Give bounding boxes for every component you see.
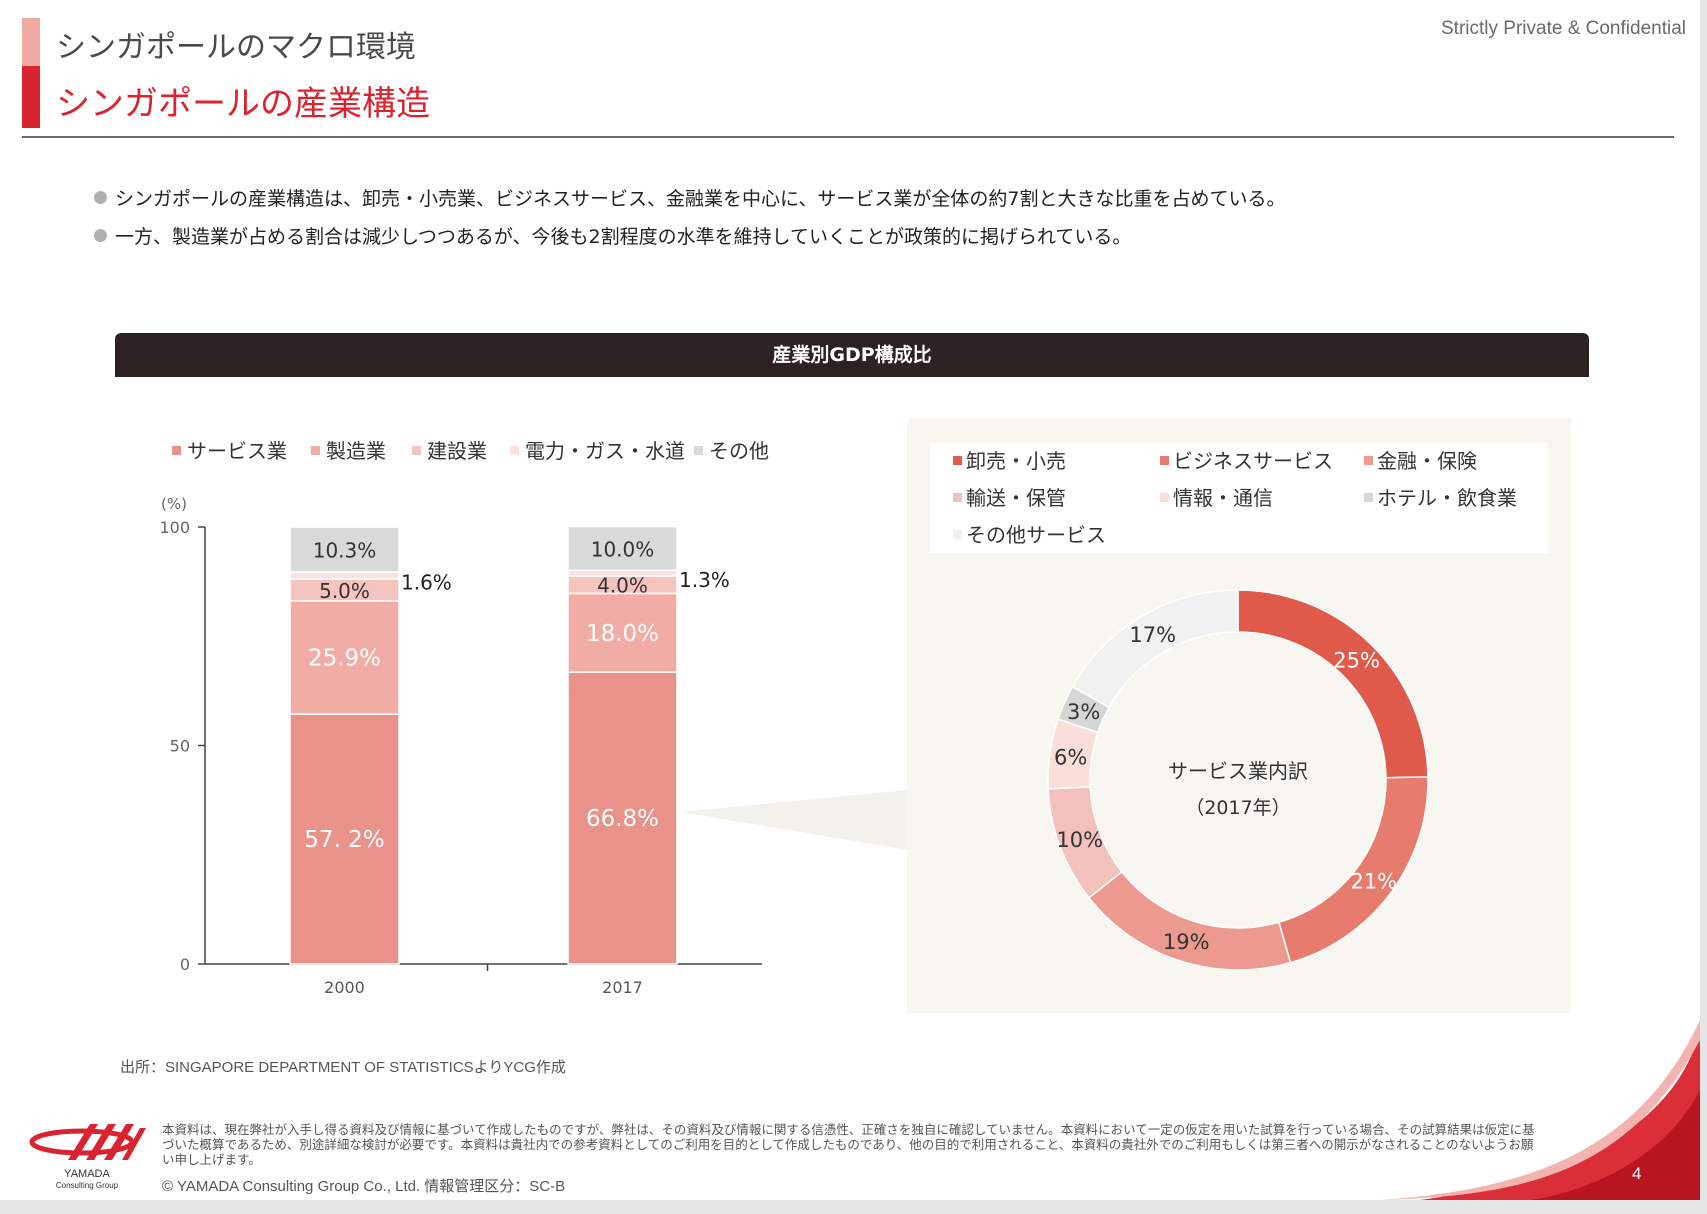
data-label: 4.0% (597, 574, 648, 598)
legend-label: 電力・ガス・水道 (525, 439, 685, 463)
donut-legend-swatch (953, 456, 962, 465)
donut-slice (1087, 870, 1292, 971)
legend-swatch (412, 446, 421, 455)
bar-segment (567, 525, 678, 572)
donut-legend-label: 金融・保険 (1377, 449, 1477, 473)
donut-legend-label: その他サービス (966, 523, 1106, 547)
y-tick-label: 50 (170, 737, 190, 756)
page-title: シンガポールの産業構造 (56, 84, 430, 124)
callout-wedge (681, 790, 907, 850)
donut-legend-swatch (1364, 456, 1373, 465)
confidential-label: Strictly Private & Confidential (1441, 18, 1686, 39)
donut-slice-label: 25% (1333, 649, 1380, 673)
legend-label: サービス業 (187, 439, 287, 463)
legend-label: その他 (709, 439, 769, 463)
legend-swatch (694, 446, 703, 455)
bar-segment (567, 569, 678, 577)
copyright-text: © YAMADA Consulting Group Co., Ltd. 情報管理… (162, 1178, 566, 1195)
data-label: 10.0% (591, 537, 655, 561)
y-tick-label: 100 (159, 518, 190, 537)
bar-segment (289, 526, 400, 573)
bullet-point: 一方、製造業が占める割合は減少しつつあるが、今後も2割程度の水準を維持していくこ… (94, 222, 1131, 249)
donut-slice-label: 21% (1350, 870, 1397, 894)
bullet-dot-icon (94, 229, 107, 242)
legend-label: 建設業 (427, 439, 487, 463)
donut-legend-label: 情報・通信 (1173, 486, 1273, 510)
data-label: 66.8% (586, 806, 659, 832)
x-tick-label: 2000 (324, 978, 365, 997)
bar-segment (289, 600, 400, 715)
data-label: 57. 2% (304, 827, 384, 853)
legend-swatch (311, 446, 320, 455)
donut-slice-label: 19% (1163, 930, 1210, 954)
logo-subname: Consulting Group (55, 1181, 119, 1190)
donut-legend-label: 輸送・保管 (966, 486, 1066, 510)
donut-legend-swatch (953, 493, 962, 502)
donut-slice-label: 17% (1129, 623, 1176, 647)
page-number: 4 (1632, 1164, 1642, 1183)
bar-segment (289, 571, 400, 580)
donut-legend-swatch (1160, 493, 1169, 502)
bar-segment (289, 713, 400, 965)
donut-slice (1237, 589, 1429, 779)
title-accent-light (22, 18, 40, 66)
donut-legend-box (930, 443, 1548, 553)
donut-legend-label: ホテル・飲食業 (1377, 486, 1517, 510)
donut-center-sublabel: （2017年） (1185, 797, 1290, 819)
yamada-logo-icon (29, 1124, 146, 1160)
logo-name: YAMADA (64, 1168, 110, 1180)
bullet-text: 一方、製造業が占める割合は減少しつつあるが、今後も2割程度の水準を維持していくこ… (115, 226, 1132, 248)
bullet-dot-icon (94, 191, 107, 204)
data-label: 18.0% (586, 621, 659, 647)
bullet-text: シンガポールの産業構造は、卸売・小売業、ビジネスサービス、金融業を中心に、サービ… (115, 188, 1286, 210)
bar-segment (567, 671, 678, 965)
title-accent-red (22, 66, 40, 128)
donut-slice-label: 3% (1067, 700, 1100, 724)
bullet-point: シンガポールの産業構造は、卸売・小売業、ビジネスサービス、金融業を中心に、サービ… (94, 184, 1286, 211)
disclaimer-text: 本資料は、現在弊社が入手し得る資料及び情報に基づいて作成したものですが、弊社は、… (162, 1122, 1535, 1167)
donut-legend-label: ビジネスサービス (1173, 449, 1333, 473)
chart-header: 産業別GDP構成比 (115, 333, 1589, 377)
title-divider (22, 136, 1674, 138)
data-label: 1.6% (401, 571, 452, 595)
legend-swatch (510, 446, 519, 455)
donut-legend-swatch (1160, 456, 1169, 465)
donut-slice (1071, 589, 1239, 709)
data-label: 10.3% (313, 539, 377, 563)
legend-label: 製造業 (326, 439, 386, 463)
data-label: 5.0% (319, 579, 370, 603)
x-tick-label: 2017 (602, 978, 643, 997)
donut-slice-label: 10% (1056, 828, 1103, 852)
y-axis-unit: (%) (161, 495, 187, 513)
data-label: 25.9% (308, 645, 381, 671)
donut-slice-label: 6% (1054, 745, 1087, 769)
bar-segment (567, 592, 678, 673)
donut-legend-swatch (953, 530, 962, 539)
source-note: 出所：SINGAPORE DEPARTMENT OF STATISTICSよりY… (120, 1059, 566, 1076)
corner-swoosh-decoration (1380, 1020, 1700, 1200)
section-title: シンガポールのマクロ環境 (56, 30, 416, 65)
donut-center-label: サービス業内訳 (1168, 759, 1308, 783)
logo-wordmark: YAMADA Consulting Group (40, 1168, 134, 1192)
donut-legend-label: 卸売・小売 (966, 449, 1066, 473)
donut-legend-swatch (1364, 493, 1373, 502)
data-label: 1.3% (679, 568, 730, 592)
y-tick-label: 0 (180, 955, 190, 974)
legend-swatch (172, 446, 181, 455)
